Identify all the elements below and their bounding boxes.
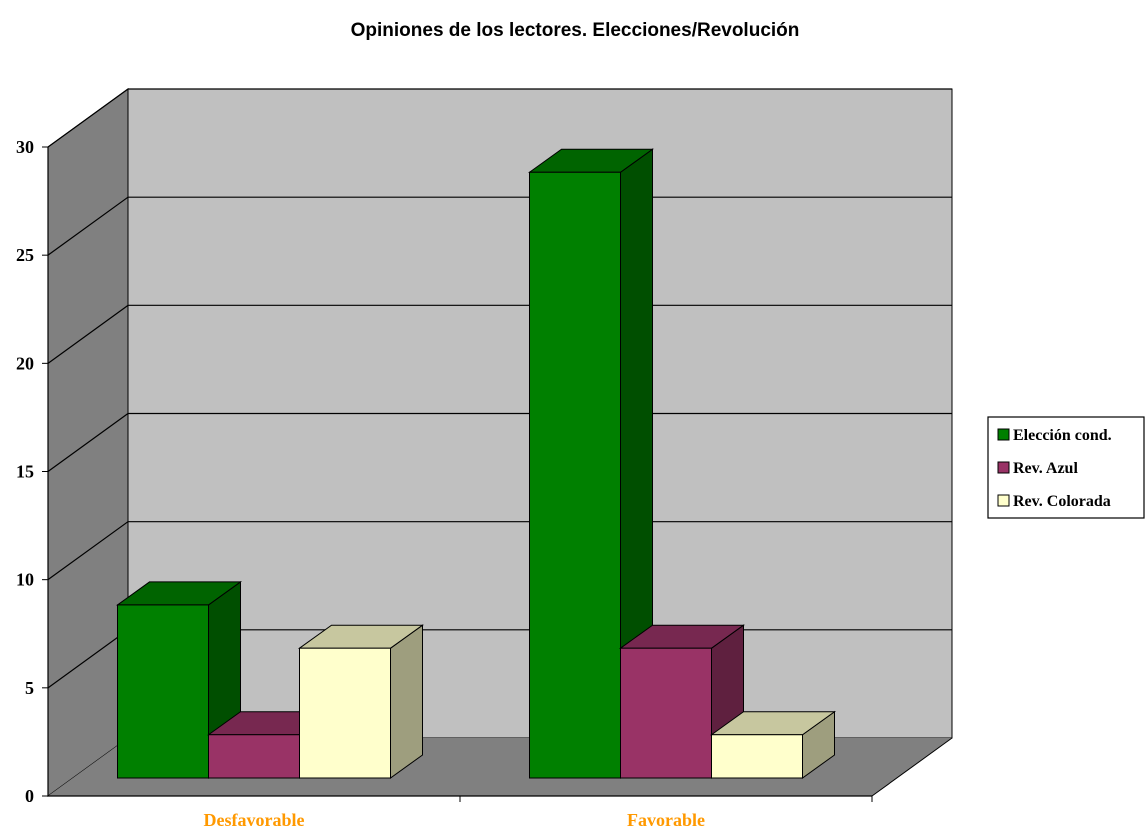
y-tick-label: 10: [16, 570, 34, 590]
gridline: [47, 521, 952, 581]
bar-front: [208, 734, 300, 779]
gridlines: [47, 88, 952, 689]
bar-1-0: [527, 148, 655, 779]
legend-box: [987, 416, 1145, 519]
gridline: [47, 304, 952, 364]
legend-swatch: [997, 494, 1010, 507]
legend-label: Elección cond.: [1013, 427, 1112, 444]
x-axis-ticks: Desfavorable Favorable: [204, 810, 705, 830]
y-tick-label: 5: [25, 678, 34, 698]
bar-front: [299, 647, 391, 779]
gridline: [47, 412, 952, 472]
y-tick-label: 15: [16, 462, 34, 482]
y-tick-label: 25: [16, 245, 34, 265]
y-tick-label: 0: [25, 786, 34, 806]
bars: [115, 148, 837, 779]
gridline: [47, 88, 952, 148]
bar-side: [390, 624, 423, 779]
y-axis-ticks: 0 5 10 15 20 25 30: [16, 137, 34, 806]
axes: [42, 146, 953, 802]
bar-front: [620, 647, 712, 779]
legend: Elección cond. Rev. Azul Rev. Colorada: [987, 416, 1145, 519]
legend-label: Rev. Azul: [1013, 460, 1078, 477]
y-tick-label: 20: [16, 353, 34, 373]
legend-swatch: [997, 461, 1010, 474]
bar-0-2: [297, 624, 425, 779]
x-tick-label: Desfavorable: [204, 810, 305, 830]
gridline: [47, 196, 952, 256]
x-tick-label: Favorable: [627, 810, 705, 830]
legend-label: Rev. Colorada: [1013, 493, 1111, 510]
floor-edge: [871, 737, 953, 797]
bar-1-2: [709, 710, 837, 779]
bar-front: [117, 604, 209, 779]
legend-swatch: [997, 428, 1010, 441]
y-tick-label: 30: [16, 137, 34, 157]
chart-title: Opiniones de los lectores. Elecciones/Re…: [351, 20, 800, 41]
bar-front: [529, 171, 621, 779]
bar-front: [711, 734, 803, 779]
